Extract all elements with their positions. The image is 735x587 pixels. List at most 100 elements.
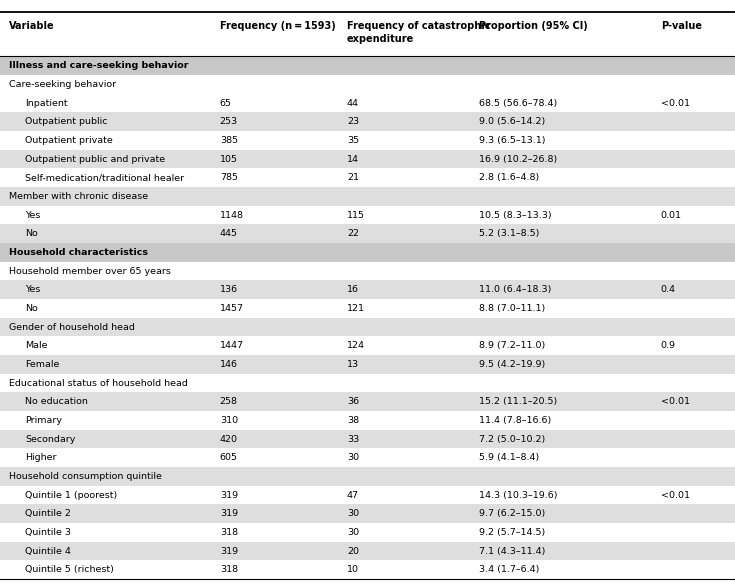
Text: Educational status of household head: Educational status of household head	[9, 379, 187, 387]
Text: Frequency (n = 1593): Frequency (n = 1593)	[220, 21, 335, 31]
Text: 10.5 (8.3–13.3): 10.5 (8.3–13.3)	[479, 211, 552, 220]
Bar	[0, 523, 735, 542]
Text: No: No	[25, 229, 37, 238]
Bar	[0, 150, 735, 168]
Text: 23: 23	[347, 117, 359, 126]
Text: 8.9 (7.2–11.0): 8.9 (7.2–11.0)	[479, 341, 545, 350]
Text: 9.3 (6.5–13.1): 9.3 (6.5–13.1)	[479, 136, 545, 145]
Bar	[0, 430, 735, 448]
Text: Quintile 3: Quintile 3	[25, 528, 71, 537]
Text: 5.9 (4.1–8.4): 5.9 (4.1–8.4)	[479, 453, 539, 462]
Text: 14.3 (10.3–19.6): 14.3 (10.3–19.6)	[479, 491, 558, 500]
Bar	[0, 262, 735, 281]
Text: Quintile 4: Quintile 4	[25, 546, 71, 555]
Text: 9.2 (5.7–14.5): 9.2 (5.7–14.5)	[479, 528, 545, 537]
Bar	[0, 374, 735, 392]
Text: 318: 318	[220, 528, 238, 537]
Text: Variable: Variable	[9, 21, 54, 31]
Text: 30: 30	[347, 453, 359, 462]
Text: 13: 13	[347, 360, 359, 369]
Text: Quintile 1 (poorest): Quintile 1 (poorest)	[25, 491, 118, 500]
Text: 115: 115	[347, 211, 365, 220]
Bar	[0, 318, 735, 336]
Text: 105: 105	[220, 154, 237, 164]
Text: 35: 35	[347, 136, 359, 145]
Text: 2.8 (1.6–4.8): 2.8 (1.6–4.8)	[479, 173, 539, 182]
Text: 0.4: 0.4	[661, 285, 675, 294]
Text: Quintile 2: Quintile 2	[25, 509, 71, 518]
Text: 44: 44	[347, 99, 359, 107]
Text: 30: 30	[347, 509, 359, 518]
Bar	[0, 205, 735, 224]
Text: 9.7 (6.2–15.0): 9.7 (6.2–15.0)	[479, 509, 545, 518]
Bar	[0, 336, 735, 355]
Text: Quintile 5 (richest): Quintile 5 (richest)	[25, 565, 114, 574]
Bar	[0, 168, 735, 187]
Text: Household characteristics: Household characteristics	[9, 248, 148, 257]
Text: 11.0 (6.4–18.3): 11.0 (6.4–18.3)	[479, 285, 551, 294]
Text: 47: 47	[347, 491, 359, 500]
Text: Male: Male	[25, 341, 48, 350]
Bar	[0, 504, 735, 523]
Bar	[0, 75, 735, 94]
Text: 68.5 (56.6–78.4): 68.5 (56.6–78.4)	[479, 99, 557, 107]
Text: Outpatient private: Outpatient private	[25, 136, 112, 145]
Bar	[0, 561, 735, 579]
Text: Frequency of catastrophic: Frequency of catastrophic	[347, 21, 490, 31]
Text: 14: 14	[347, 154, 359, 164]
Text: No: No	[25, 304, 37, 313]
Bar	[0, 224, 735, 243]
Text: 30: 30	[347, 528, 359, 537]
Text: 22: 22	[347, 229, 359, 238]
Text: 7.1 (4.3–11.4): 7.1 (4.3–11.4)	[479, 546, 545, 555]
Bar	[0, 411, 735, 430]
Text: 9.0 (5.6–14.2): 9.0 (5.6–14.2)	[479, 117, 545, 126]
Text: 1447: 1447	[220, 341, 244, 350]
Text: 785: 785	[220, 173, 237, 182]
Text: Yes: Yes	[25, 211, 40, 220]
Bar	[0, 56, 735, 75]
Text: Secondary: Secondary	[25, 434, 76, 444]
Text: Outpatient public and private: Outpatient public and private	[25, 154, 165, 164]
Bar	[0, 131, 735, 150]
Text: 121: 121	[347, 304, 365, 313]
Text: 9.5 (4.2–19.9): 9.5 (4.2–19.9)	[479, 360, 545, 369]
Text: Higher: Higher	[25, 453, 57, 462]
Text: 319: 319	[220, 546, 238, 555]
Text: 8.8 (7.0–11.1): 8.8 (7.0–11.1)	[479, 304, 545, 313]
Text: 7.2 (5.0–10.2): 7.2 (5.0–10.2)	[479, 434, 545, 444]
Text: 146: 146	[220, 360, 237, 369]
Text: Outpatient public: Outpatient public	[25, 117, 107, 126]
Text: 0.9: 0.9	[661, 341, 675, 350]
Bar	[0, 485, 735, 504]
Text: No education: No education	[25, 397, 88, 406]
Text: 36: 36	[347, 397, 359, 406]
Bar	[0, 94, 735, 112]
Text: 605: 605	[220, 453, 237, 462]
Text: 16.9 (10.2–26.8): 16.9 (10.2–26.8)	[479, 154, 557, 164]
Text: 385: 385	[220, 136, 238, 145]
Text: Self-medication/traditional healer: Self-medication/traditional healer	[25, 173, 184, 182]
Text: 310: 310	[220, 416, 238, 425]
Text: Yes: Yes	[25, 285, 40, 294]
Bar	[0, 355, 735, 374]
Text: Illness and care-seeking behavior: Illness and care-seeking behavior	[9, 61, 188, 70]
Text: Household consumption quintile: Household consumption quintile	[9, 472, 162, 481]
Text: 420: 420	[220, 434, 237, 444]
Text: 21: 21	[347, 173, 359, 182]
Bar	[0, 299, 735, 318]
Text: 319: 319	[220, 509, 238, 518]
Text: 0.01: 0.01	[661, 211, 682, 220]
Text: <0.01: <0.01	[661, 491, 689, 500]
Text: 319: 319	[220, 491, 238, 500]
Text: Inpatient: Inpatient	[25, 99, 68, 107]
Text: 5.2 (3.1–8.5): 5.2 (3.1–8.5)	[479, 229, 539, 238]
Text: Gender of household head: Gender of household head	[9, 322, 135, 332]
Text: 3.4 (1.7–6.4): 3.4 (1.7–6.4)	[479, 565, 539, 574]
Text: 11.4 (7.8–16.6): 11.4 (7.8–16.6)	[479, 416, 551, 425]
Text: Household member over 65 years: Household member over 65 years	[9, 266, 171, 275]
Text: 1148: 1148	[220, 211, 244, 220]
Text: Proportion (95% CI): Proportion (95% CI)	[479, 21, 588, 31]
Bar	[0, 112, 735, 131]
Text: 253: 253	[220, 117, 238, 126]
